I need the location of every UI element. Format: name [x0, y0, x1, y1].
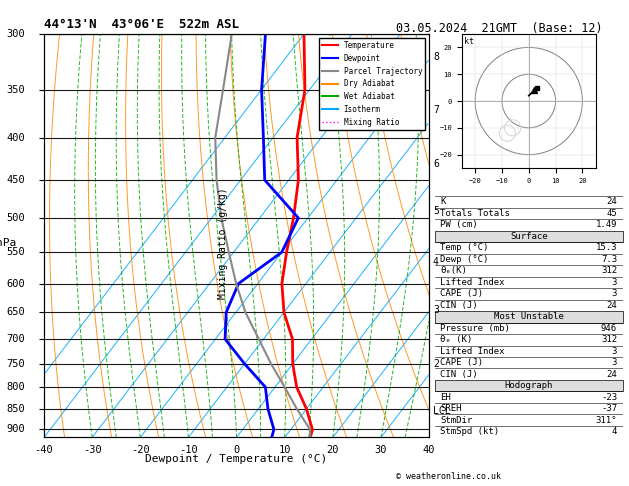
Text: 311°: 311° — [596, 416, 617, 425]
Text: 7: 7 — [433, 104, 439, 115]
Text: 45: 45 — [606, 209, 617, 218]
Text: 24: 24 — [606, 197, 617, 207]
Text: EH: EH — [440, 393, 451, 402]
Text: 350: 350 — [6, 85, 25, 94]
Text: 15.3: 15.3 — [596, 243, 617, 252]
Text: 4: 4 — [611, 427, 617, 436]
Text: 0: 0 — [233, 445, 240, 454]
Text: 6: 6 — [433, 158, 439, 169]
Text: 3: 3 — [611, 289, 617, 298]
Text: Pressure (mb): Pressure (mb) — [440, 324, 510, 333]
Text: LCL: LCL — [433, 406, 450, 416]
Text: CAPE (J): CAPE (J) — [440, 289, 484, 298]
Text: 1.49: 1.49 — [596, 220, 617, 229]
Text: Totals Totals: Totals Totals — [440, 209, 510, 218]
Text: 30: 30 — [375, 445, 387, 454]
Text: 40: 40 — [423, 445, 435, 454]
Text: 400: 400 — [6, 133, 25, 142]
Text: 500: 500 — [6, 213, 25, 223]
X-axis label: Dewpoint / Temperature (°C): Dewpoint / Temperature (°C) — [145, 454, 328, 464]
Text: 10: 10 — [279, 445, 291, 454]
Text: -20: -20 — [131, 445, 150, 454]
Text: 650: 650 — [6, 307, 25, 317]
Text: CAPE (J): CAPE (J) — [440, 358, 484, 367]
Text: 550: 550 — [6, 247, 25, 257]
Text: θₑ (K): θₑ (K) — [440, 335, 473, 344]
Text: 850: 850 — [6, 404, 25, 414]
Text: Lifted Index: Lifted Index — [440, 278, 505, 287]
Text: hPa: hPa — [0, 238, 16, 248]
Text: -40: -40 — [35, 445, 53, 454]
Text: -10: -10 — [179, 445, 198, 454]
Text: 3: 3 — [433, 305, 439, 314]
Text: StmDir: StmDir — [440, 416, 473, 425]
Text: Mixing Ratio (g/kg): Mixing Ratio (g/kg) — [218, 187, 228, 299]
Text: 600: 600 — [6, 278, 25, 289]
Bar — [435, 380, 623, 391]
Text: 7.3: 7.3 — [601, 255, 617, 264]
Text: SREH: SREH — [440, 404, 462, 413]
Text: 900: 900 — [6, 424, 25, 434]
Text: 312: 312 — [601, 266, 617, 276]
Text: 946: 946 — [601, 324, 617, 333]
Text: CIN (J): CIN (J) — [440, 370, 478, 379]
Text: 450: 450 — [6, 175, 25, 185]
Text: -37: -37 — [601, 404, 617, 413]
Text: Dewp (°C): Dewp (°C) — [440, 255, 489, 264]
Text: Surface: Surface — [510, 232, 548, 241]
Text: 2: 2 — [433, 359, 439, 369]
Text: 300: 300 — [6, 29, 25, 39]
Legend: Temperature, Dewpoint, Parcel Trajectory, Dry Adiabat, Wet Adiabat, Isotherm, Mi: Temperature, Dewpoint, Parcel Trajectory… — [319, 38, 425, 130]
Text: PW (cm): PW (cm) — [440, 220, 478, 229]
Text: 800: 800 — [6, 382, 25, 392]
Text: CIN (J): CIN (J) — [440, 301, 478, 310]
Text: -23: -23 — [601, 393, 617, 402]
Text: 8: 8 — [433, 52, 439, 62]
Text: K: K — [440, 197, 446, 207]
Text: Temp (°C): Temp (°C) — [440, 243, 489, 252]
Text: Hodograph: Hodograph — [504, 381, 553, 390]
Text: 3: 3 — [611, 358, 617, 367]
Bar — [435, 311, 623, 323]
Text: -30: -30 — [83, 445, 101, 454]
Text: 24: 24 — [606, 301, 617, 310]
Text: 3: 3 — [611, 278, 617, 287]
Text: 312: 312 — [601, 335, 617, 344]
Text: Most Unstable: Most Unstable — [494, 312, 564, 321]
Text: θₑ(K): θₑ(K) — [440, 266, 467, 276]
Text: 20: 20 — [326, 445, 339, 454]
Bar — [435, 231, 623, 242]
Text: 750: 750 — [6, 359, 25, 369]
Text: 44°13'N  43°06'E  522m ASL: 44°13'N 43°06'E 522m ASL — [44, 18, 239, 32]
Text: 5: 5 — [433, 206, 439, 216]
Text: © weatheronline.co.uk: © weatheronline.co.uk — [396, 472, 501, 481]
Text: 24: 24 — [606, 370, 617, 379]
Text: 3: 3 — [611, 347, 617, 356]
Text: 700: 700 — [6, 334, 25, 344]
Text: 4: 4 — [433, 257, 439, 267]
Text: kt: kt — [464, 37, 474, 46]
Text: 03.05.2024  21GMT  (Base: 12): 03.05.2024 21GMT (Base: 12) — [396, 22, 603, 35]
Text: StmSpd (kt): StmSpd (kt) — [440, 427, 499, 436]
Text: Lifted Index: Lifted Index — [440, 347, 505, 356]
